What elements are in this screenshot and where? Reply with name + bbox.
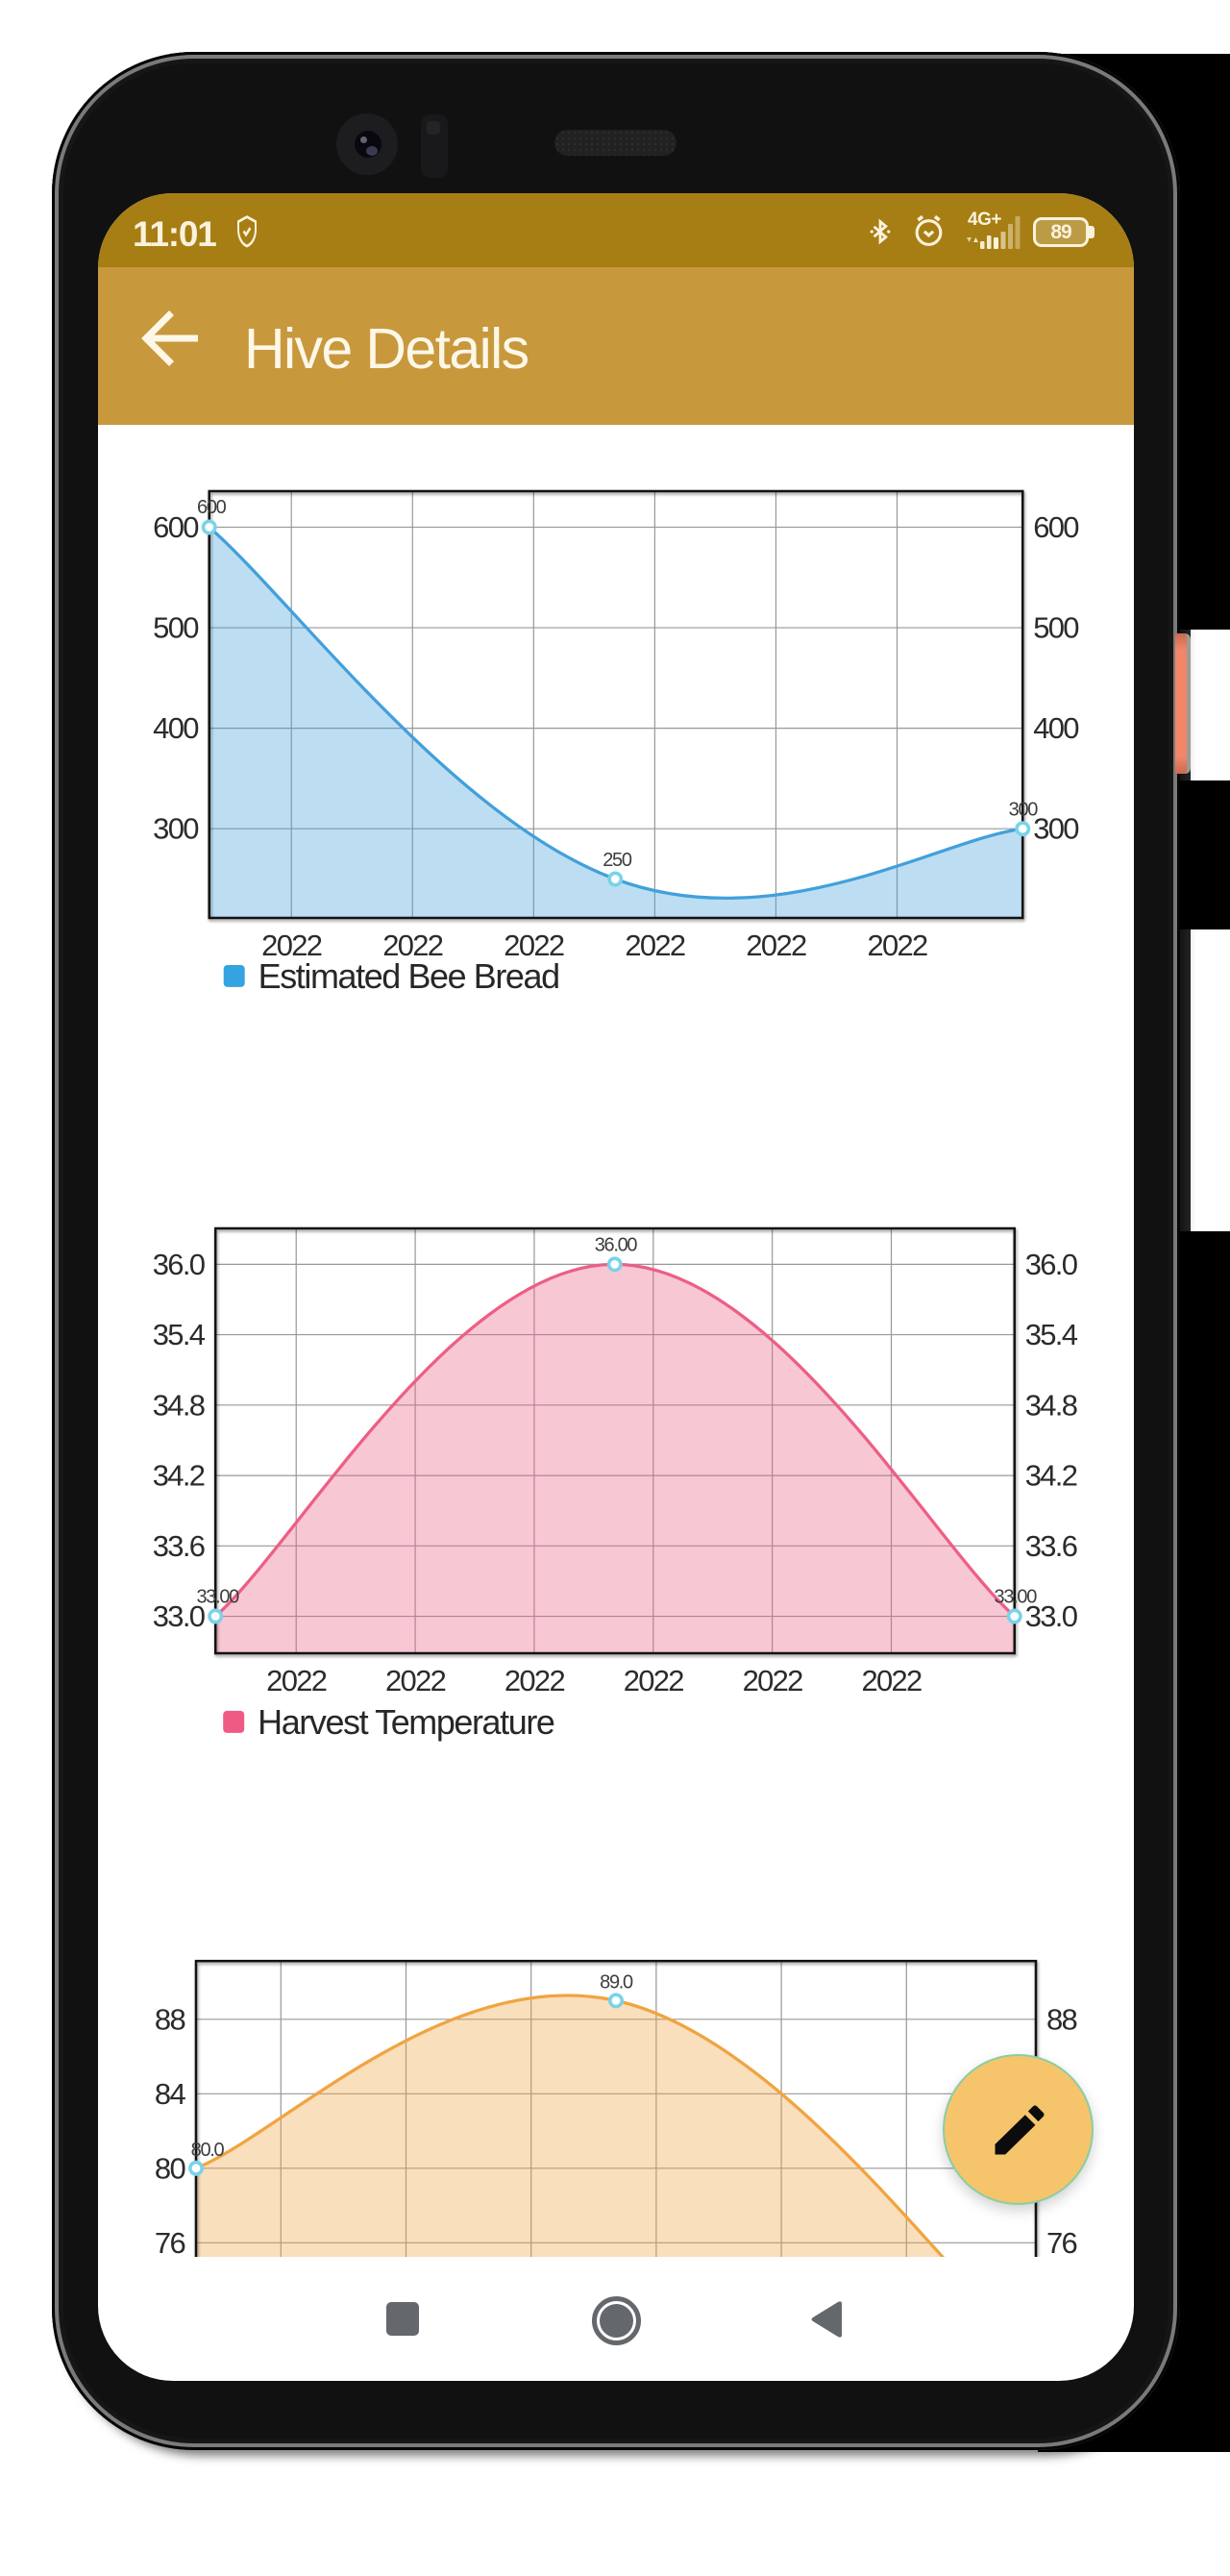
svg-text:33.00: 33.00 [995,1587,1038,1608]
svg-text:33.00: 33.00 [196,1587,239,1608]
svg-text:36.0: 36.0 [153,1248,205,1281]
svg-text:300: 300 [1033,812,1078,846]
svg-text:600: 600 [197,497,227,518]
svg-text:500: 500 [153,611,198,645]
svg-text:600: 600 [153,510,198,544]
svg-text:33.0: 33.0 [153,1600,205,1634]
svg-text:35.4: 35.4 [153,1319,206,1352]
svg-text:76: 76 [1046,2226,1077,2256]
svg-text:2022: 2022 [504,929,564,962]
svg-text:2022: 2022 [266,1664,327,1697]
svg-text:80.0: 80.0 [191,2140,225,2161]
svg-text:300: 300 [1009,800,1039,821]
svg-text:33.0: 33.0 [1025,1600,1077,1634]
svg-text:34.2: 34.2 [153,1459,205,1493]
svg-text:88: 88 [1046,2003,1077,2037]
svg-text:2022: 2022 [385,1664,446,1697]
svg-text:2022: 2022 [867,929,927,962]
svg-text:76: 76 [155,2226,185,2256]
svg-text:2022: 2022 [261,929,322,962]
svg-text:2022: 2022 [861,1664,922,1697]
svg-text:2022: 2022 [746,929,806,962]
svg-text:34.2: 34.2 [1025,1459,1077,1493]
svg-text:600: 600 [1033,510,1078,544]
svg-text:2022: 2022 [625,929,685,962]
svg-text:2022: 2022 [743,1664,803,1697]
svg-text:33.6: 33.6 [1025,1529,1077,1563]
svg-text:36.00: 36.00 [595,1235,638,1256]
svg-text:36.0: 36.0 [1025,1248,1077,1281]
svg-text:2022: 2022 [624,1664,684,1697]
svg-text:500: 500 [1033,611,1078,645]
svg-text:300: 300 [153,812,198,846]
svg-text:34.8: 34.8 [153,1389,205,1423]
svg-text:35.4: 35.4 [1025,1319,1078,1352]
svg-text:2022: 2022 [382,929,443,962]
svg-text:33.6: 33.6 [153,1529,205,1563]
svg-text:34.8: 34.8 [1025,1389,1077,1423]
svg-text:84: 84 [155,2077,186,2111]
svg-text:2022: 2022 [504,1664,565,1697]
svg-text:400: 400 [1033,712,1078,746]
svg-text:250: 250 [603,851,632,872]
svg-text:89.0: 89.0 [600,1972,633,1994]
svg-text:400: 400 [153,712,198,746]
svg-text:80: 80 [155,2152,186,2186]
svg-text:Harvest Temperature: Harvest Temperature [258,1702,554,1742]
svg-text:88: 88 [155,2003,185,2037]
svg-text:Estimated Bee Bread: Estimated Bee Bread [258,956,559,996]
